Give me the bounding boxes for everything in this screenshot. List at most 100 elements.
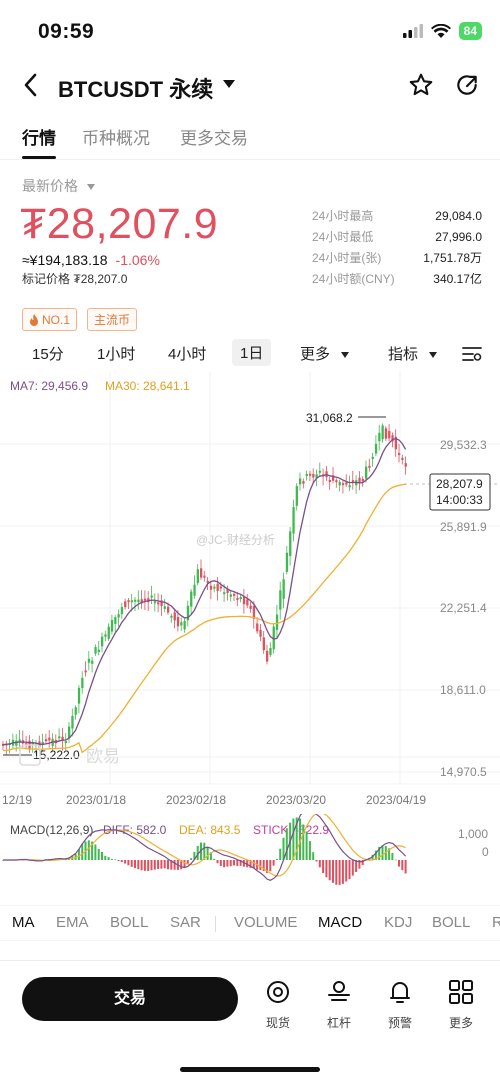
- ind-kdj[interactable]: KDJ: [384, 914, 413, 931]
- margin-icon: [328, 981, 350, 1001]
- date-axis-label: 2023/01/18: [66, 793, 126, 807]
- star-icon[interactable]: [408, 72, 434, 98]
- margin-label: 杠杆: [326, 1016, 351, 1030]
- ind-more[interactable]: R: [492, 914, 500, 931]
- stat-value: 340.17亿: [433, 272, 482, 286]
- candle: [200, 568, 203, 578]
- dea-line: [3, 814, 406, 877]
- candle: [71, 716, 74, 729]
- spot-button[interactable]: 现货: [258, 979, 298, 1031]
- ind-ema[interactable]: EMA: [56, 914, 89, 931]
- trade-button[interactable]: 交易: [22, 977, 238, 1021]
- macd-bar: [114, 859, 117, 860]
- stat-key: 24小时最高: [312, 209, 374, 223]
- ind-sar[interactable]: SAR: [170, 914, 201, 931]
- ind-boll-2[interactable]: BOLL: [432, 914, 471, 931]
- tab-overview[interactable]: 币种概况: [82, 129, 150, 148]
- macd-bar: [183, 860, 186, 868]
- candle: [256, 623, 259, 632]
- ind-macd[interactable]: MACD: [318, 914, 363, 931]
- interval-1h[interactable]: 1小时: [97, 346, 136, 363]
- candle: [153, 601, 157, 604]
- macd-bar: [120, 860, 123, 862]
- more-button[interactable]: 更多: [441, 979, 481, 1031]
- candle: [259, 629, 262, 637]
- stat-value: 27,996.0: [435, 230, 482, 244]
- candle: [282, 579, 285, 599]
- candle: [25, 743, 28, 746]
- candlestick-chart[interactable]: MA7: 29,456.9 MA30: 28,641.1 29,532.3 25…: [0, 372, 500, 812]
- macd-bar: [170, 860, 173, 870]
- macd-bar: [315, 860, 318, 862]
- chevron-down-icon: [341, 352, 350, 358]
- candle: [236, 597, 239, 600]
- page-title[interactable]: BTCUSDT 永续: [58, 77, 214, 102]
- watermark: @JC-财经分析: [196, 533, 275, 547]
- macd-bar: [81, 843, 84, 860]
- candle: [48, 737, 51, 741]
- macd-bar: [398, 860, 400, 867]
- candle: [170, 615, 173, 618]
- indicator-menu[interactable]: 指标: [388, 343, 438, 364]
- candle: [203, 575, 206, 578]
- okx-logo-icon: [19, 744, 41, 766]
- macd-chart[interactable]: MACD(12,26,9) DIFF: 582.0 DEA: 843.5 STI…: [0, 814, 500, 902]
- ind-ma[interactable]: MA: [12, 914, 35, 931]
- macd-bar: [374, 850, 377, 860]
- candle: [117, 614, 120, 618]
- macd-bar: [97, 848, 100, 860]
- ma7-line: [2, 437, 407, 746]
- tab-market[interactable]: 行情: [22, 129, 56, 148]
- macd-bar: [219, 860, 222, 867]
- back-icon[interactable]: [18, 70, 44, 100]
- macd-bar: [348, 860, 351, 880]
- macd-bar: [308, 841, 311, 860]
- low-label: 15,222.0: [33, 748, 80, 762]
- share-icon[interactable]: [454, 72, 480, 98]
- candle: [308, 473, 312, 476]
- candle: [160, 600, 163, 606]
- ind-volume[interactable]: VOLUME: [234, 914, 298, 931]
- macd-bar: [285, 828, 288, 860]
- tab-more-trading[interactable]: 更多交易: [180, 129, 248, 148]
- candle: [15, 740, 18, 746]
- macd-bar: [160, 860, 163, 869]
- status-time: 09:59: [38, 20, 95, 43]
- macd-bar: [153, 860, 156, 870]
- macd-bar: [355, 860, 358, 873]
- ind-boll[interactable]: BOLL: [110, 914, 149, 931]
- chevron-down-icon[interactable]: [222, 79, 236, 89]
- grid-icon: [449, 980, 473, 1004]
- alert-button[interactable]: 预警: [380, 979, 420, 1031]
- macd-legend: MACD(12,26,9): [10, 823, 93, 837]
- macd-bar: [137, 860, 140, 870]
- category-badge[interactable]: 主流币: [87, 308, 138, 331]
- stat-value: 1,751.78万: [423, 251, 482, 265]
- candle: [348, 485, 351, 488]
- candle: [107, 626, 110, 639]
- macd-bar: [302, 824, 305, 860]
- candle: [68, 726, 71, 739]
- candle: [127, 600, 130, 603]
- macd-bar: [117, 860, 120, 861]
- interval-4h[interactable]: 4小时: [168, 346, 207, 363]
- tab-indicator: [22, 156, 56, 159]
- price-axis-label: 25,891.9: [440, 520, 487, 534]
- margin-button[interactable]: 杠杆: [319, 979, 359, 1031]
- price-axis-label: 14,970.5: [440, 765, 487, 779]
- candle: [110, 620, 114, 632]
- candle: [137, 599, 140, 603]
- price-label[interactable]: 最新价格: [22, 176, 96, 196]
- stat-value: 29,084.0: [435, 209, 482, 223]
- interval-1d[interactable]: 1日: [232, 339, 272, 366]
- interval-more[interactable]: 更多: [300, 343, 350, 364]
- rank-badge[interactable]: NO.1: [22, 308, 78, 331]
- chart-settings-icon[interactable]: [462, 345, 482, 363]
- macd-bar: [266, 860, 268, 873]
- candle: [341, 483, 345, 486]
- interval-15m[interactable]: 15分: [32, 346, 64, 363]
- macd-bar: [77, 848, 80, 860]
- candle: [318, 470, 322, 473]
- wifi-icon: [430, 23, 451, 38]
- last-price: ₮28,207.9: [20, 200, 219, 248]
